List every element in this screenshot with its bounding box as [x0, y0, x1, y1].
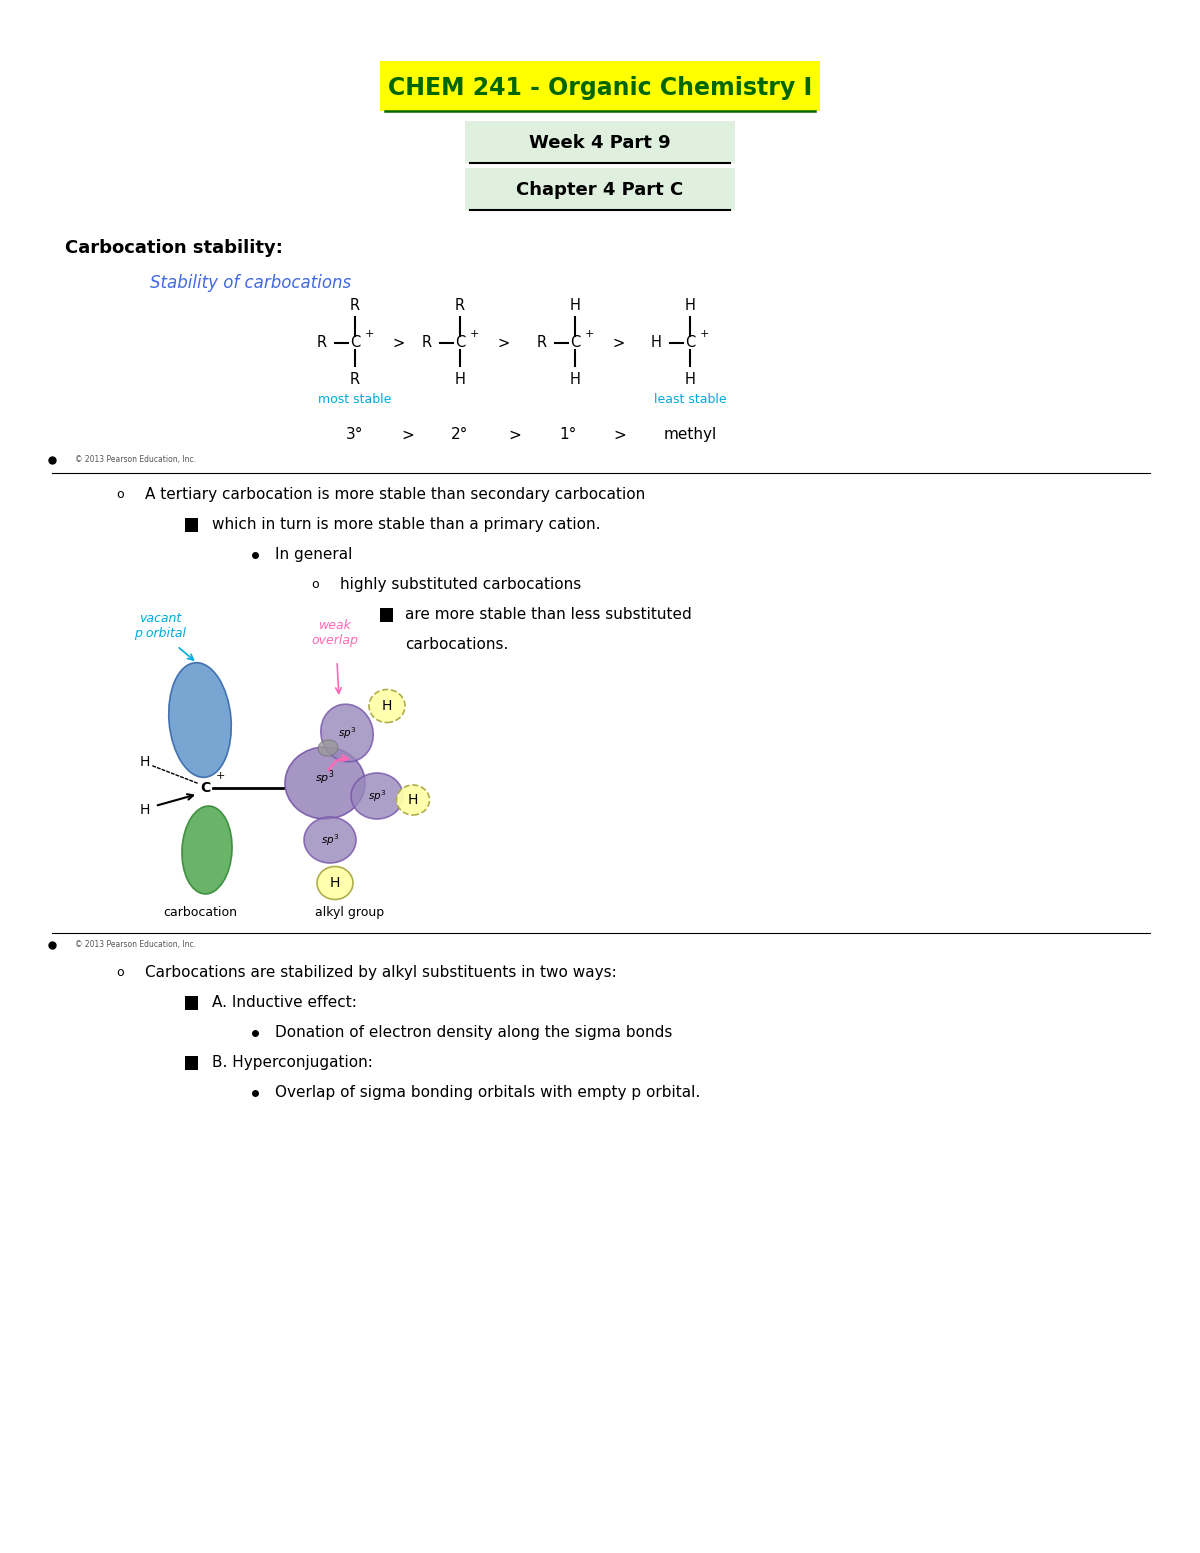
Ellipse shape — [320, 704, 373, 763]
Text: +: + — [470, 329, 479, 339]
Text: +: + — [216, 770, 226, 781]
Polygon shape — [380, 609, 394, 623]
Text: +: + — [700, 329, 709, 339]
Text: >: > — [394, 335, 406, 351]
Text: $sp^3$: $sp^3$ — [337, 725, 356, 741]
Text: R: R — [455, 298, 466, 314]
Text: R: R — [350, 298, 360, 314]
Ellipse shape — [317, 867, 353, 899]
Text: carbocation: carbocation — [163, 907, 236, 919]
Text: H: H — [570, 373, 581, 387]
Text: alkyl group: alkyl group — [316, 907, 384, 919]
Text: H: H — [140, 755, 150, 769]
Text: Chapter 4 Part C: Chapter 4 Part C — [516, 182, 684, 199]
Text: which in turn is more stable than a primary cation.: which in turn is more stable than a prim… — [212, 517, 600, 533]
Text: methyl: methyl — [664, 427, 716, 443]
Text: H: H — [684, 373, 696, 387]
Text: >: > — [498, 335, 510, 351]
Text: H: H — [140, 803, 150, 817]
Ellipse shape — [352, 773, 403, 818]
Text: A. Inductive effect:: A. Inductive effect: — [212, 995, 356, 1011]
Text: 2°: 2° — [451, 427, 469, 443]
Text: A tertiary carbocation is more stable than secondary carbocation: A tertiary carbocation is more stable th… — [145, 488, 646, 503]
Text: vacant
p orbital: vacant p orbital — [134, 612, 186, 640]
Text: 3°: 3° — [347, 427, 364, 443]
Text: H: H — [382, 699, 392, 713]
Text: are more stable than less substituted: are more stable than less substituted — [406, 607, 691, 623]
Ellipse shape — [169, 663, 232, 778]
Text: +: + — [365, 329, 374, 339]
FancyBboxPatch shape — [466, 168, 734, 210]
Text: H: H — [408, 794, 418, 808]
Text: C: C — [455, 335, 466, 351]
Text: $sp^3$: $sp^3$ — [367, 787, 386, 804]
Text: H: H — [330, 876, 340, 890]
Text: C: C — [570, 335, 580, 351]
Text: In general: In general — [275, 548, 353, 562]
Text: H: H — [570, 298, 581, 314]
Text: most stable: most stable — [318, 393, 391, 405]
Text: o: o — [116, 966, 124, 980]
Text: © 2013 Pearson Education, Inc.: © 2013 Pearson Education, Inc. — [74, 455, 196, 464]
Text: © 2013 Pearson Education, Inc.: © 2013 Pearson Education, Inc. — [74, 941, 196, 949]
Ellipse shape — [318, 739, 338, 756]
FancyBboxPatch shape — [466, 121, 734, 163]
Text: H: H — [455, 373, 466, 387]
Text: >: > — [402, 427, 414, 443]
Text: Week 4 Part 9: Week 4 Part 9 — [529, 134, 671, 152]
Text: Stability of carbocations: Stability of carbocations — [150, 273, 352, 292]
Polygon shape — [185, 1056, 198, 1070]
Text: >: > — [613, 427, 626, 443]
Ellipse shape — [182, 806, 232, 895]
Ellipse shape — [370, 690, 406, 722]
Text: C: C — [200, 781, 210, 795]
Text: >: > — [509, 427, 521, 443]
Text: Donation of electron density along the sigma bonds: Donation of electron density along the s… — [275, 1025, 672, 1041]
Text: Carbocation stability:: Carbocation stability: — [65, 239, 283, 256]
Ellipse shape — [304, 817, 356, 863]
Polygon shape — [185, 519, 198, 533]
Text: weak
overlap: weak overlap — [312, 620, 359, 648]
Text: H: H — [652, 335, 662, 351]
Text: R: R — [536, 335, 547, 351]
Ellipse shape — [396, 784, 430, 815]
Text: R: R — [422, 335, 432, 351]
Text: H: H — [684, 298, 696, 314]
Text: $sp^3$: $sp^3$ — [316, 769, 335, 787]
Text: +: + — [586, 329, 594, 339]
Polygon shape — [185, 995, 198, 1009]
Text: least stable: least stable — [654, 393, 726, 405]
Text: R: R — [317, 335, 326, 351]
Text: o: o — [311, 579, 319, 592]
Text: C: C — [350, 335, 360, 351]
Text: >: > — [613, 335, 625, 351]
FancyBboxPatch shape — [380, 61, 820, 110]
Text: R: R — [350, 373, 360, 387]
Text: Overlap of sigma bonding orbitals with empty p orbital.: Overlap of sigma bonding orbitals with e… — [275, 1086, 701, 1101]
Text: B. Hyperconjugation:: B. Hyperconjugation: — [212, 1056, 373, 1070]
Text: highly substituted carbocations: highly substituted carbocations — [340, 578, 581, 593]
Text: C: C — [685, 335, 695, 351]
Ellipse shape — [286, 747, 365, 818]
Text: o: o — [116, 489, 124, 502]
Text: carbocations.: carbocations. — [406, 637, 509, 652]
Text: Carbocations are stabilized by alkyl substituents in two ways:: Carbocations are stabilized by alkyl sub… — [145, 966, 617, 980]
Text: 1°: 1° — [559, 427, 577, 443]
Text: $sp^3$: $sp^3$ — [320, 832, 340, 848]
Text: CHEM 241 - Organic Chemistry I: CHEM 241 - Organic Chemistry I — [388, 76, 812, 99]
